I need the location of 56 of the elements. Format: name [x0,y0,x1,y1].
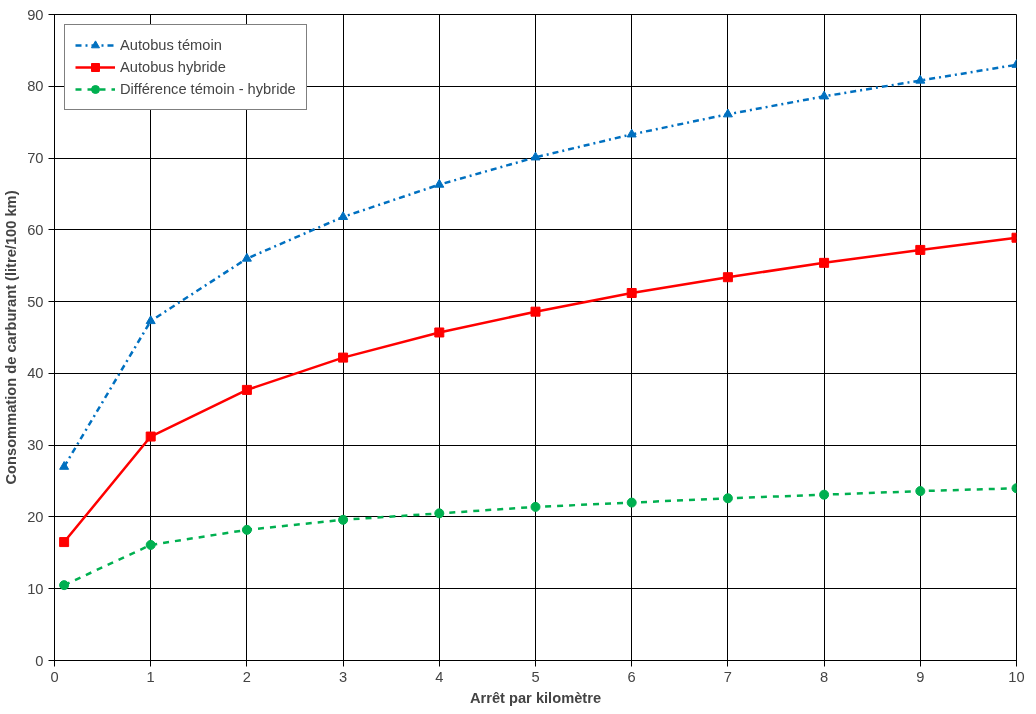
x-tick-label: 2 [242,668,251,685]
point [145,431,156,442]
point [530,306,541,317]
point [434,178,445,188]
y-axis-title: Consommation de carburant (litre/100 km) [3,190,20,485]
point [915,486,926,497]
point [338,352,349,363]
y-tick-label: 60 [27,221,44,238]
x-tick-label: 6 [627,668,636,685]
point [434,508,445,519]
y-tick-label: 0 [35,652,44,669]
x-axis-title: Arrêt par kilomètre [469,689,602,706]
point [626,128,637,138]
y-tick-label: 20 [27,508,44,525]
point [915,74,926,84]
point [434,327,445,338]
point [530,501,541,512]
point [722,108,733,118]
y-tick-label: 50 [27,293,44,310]
point [241,384,252,395]
point [626,288,637,298]
point [819,90,830,100]
x-tick-label: 9 [916,668,925,685]
point [241,524,252,535]
x-tick-label: 5 [531,668,540,685]
x-tick-label: 1 [146,668,155,685]
point [819,257,830,268]
legend-label: Autobus hybride [120,59,226,75]
y-tick-label: 80 [27,78,44,95]
point [59,461,70,470]
legend-label: Autobus témoin [120,37,222,53]
x-tick-label: 7 [723,668,732,685]
y-tick-label: 40 [27,365,44,382]
point [722,272,733,283]
point [530,151,541,161]
y-tick-label: 30 [27,437,44,454]
x-tick-label: 0 [50,668,59,685]
y-tick-label: 10 [27,580,44,597]
point [145,539,156,550]
y-tick-label: 70 [27,150,44,167]
point [819,489,830,500]
x-tick-label: 3 [339,668,348,685]
point [145,315,156,325]
point [338,211,349,221]
point [915,244,926,255]
x-tick-label: 4 [435,668,444,685]
point [59,580,70,591]
point [59,537,70,548]
x-tick-label: 8 [820,668,829,685]
point [626,497,637,508]
y-tick-label: 90 [27,6,44,23]
point [241,252,252,262]
point [722,493,733,504]
legend-label: Différence témoin - hybride [120,81,296,97]
point [338,514,349,525]
x-tick-label: 10 [1008,668,1025,685]
